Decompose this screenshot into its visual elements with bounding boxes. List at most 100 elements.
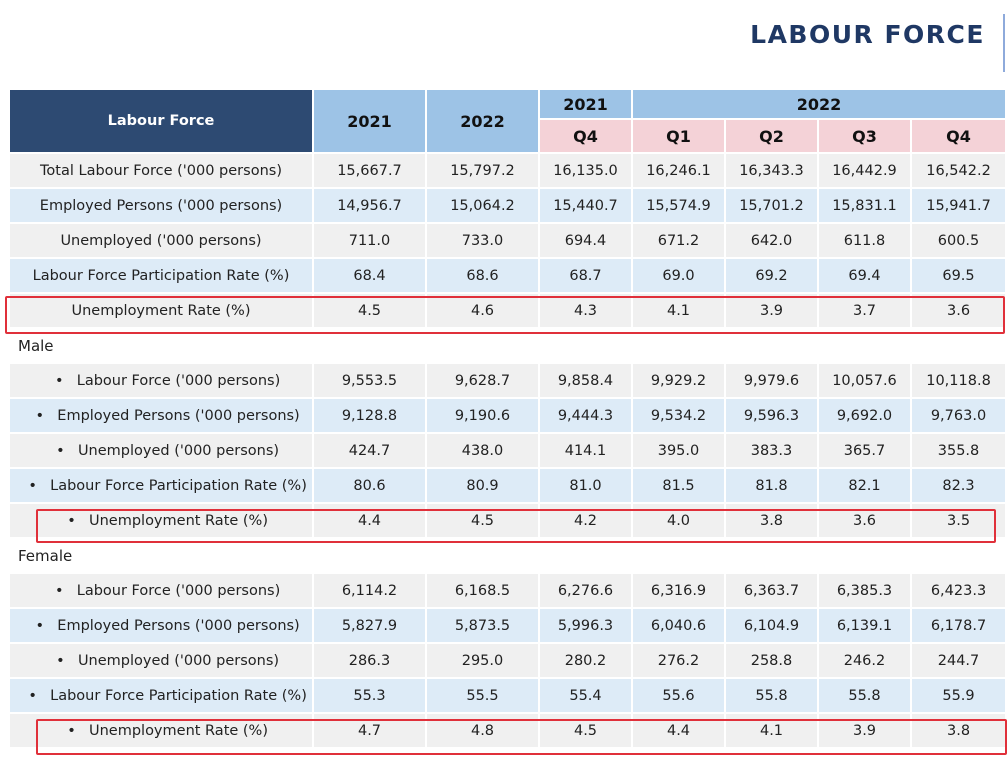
section-female: Female bbox=[7, 537, 1007, 574]
corner-header: Labour Force bbox=[8, 88, 314, 154]
bullet-icon: • bbox=[56, 442, 65, 459]
table-cell: 81.8 bbox=[724, 467, 819, 504]
table-cell: 55.8 bbox=[724, 677, 819, 714]
header-quarter: Q4 bbox=[909, 118, 1007, 154]
table-cell: 81.5 bbox=[631, 467, 726, 504]
table-cell: 15,440.7 bbox=[538, 187, 633, 224]
table-cell: 9,692.0 bbox=[817, 397, 912, 434]
bullet-icon: • bbox=[35, 617, 45, 634]
table-cell: 15,064.2 bbox=[425, 187, 540, 224]
row-label-text: Unemployed ('000 persons) bbox=[60, 232, 262, 249]
table-cell: 68.6 bbox=[425, 257, 540, 294]
table-cell: 383.3 bbox=[724, 432, 819, 469]
table-cell: 4.5 bbox=[538, 712, 633, 749]
header-quarter: Q4 bbox=[538, 118, 633, 154]
table-cell: 4.3 bbox=[538, 292, 633, 329]
table-cell: 55.6 bbox=[631, 677, 726, 714]
table-row: • Unemployed ('000 persons) 286.3 295.0 280.… bbox=[8, 642, 1007, 679]
table-cell: 295.0 bbox=[425, 642, 540, 679]
bullet-icon: • bbox=[67, 722, 76, 739]
table-cell: 6,114.2 bbox=[312, 572, 427, 609]
table-cell: 365.7 bbox=[817, 432, 912, 469]
table-cell: 9,858.4 bbox=[538, 362, 633, 399]
header-quarter-year-2022: 2022 bbox=[630, 88, 1007, 120]
table-cell: 355.8 bbox=[909, 432, 1007, 469]
table-cell: 5,873.5 bbox=[425, 607, 540, 644]
section-male: Male bbox=[7, 327, 1007, 364]
table-cell: 15,941.7 bbox=[909, 187, 1007, 224]
table-cell: 9,763.0 bbox=[909, 397, 1007, 434]
table-row: • Unemployment Rate (%) 4.7 4.8 4.5 4.4 4.1 3.9… bbox=[8, 712, 1007, 749]
table-cell: 9,444.3 bbox=[538, 397, 633, 434]
table-cell: 4.2 bbox=[538, 502, 633, 539]
table-cell: 10,057.6 bbox=[817, 362, 912, 399]
table-cell: 246.2 bbox=[817, 642, 912, 679]
row-label: • Labour Force Participation Rate (%) bbox=[8, 467, 314, 504]
header-quarter-year-2021: 2021 bbox=[538, 88, 633, 120]
table-cell: 6,423.3 bbox=[909, 572, 1007, 609]
row-label: • Unemployment Rate (%) bbox=[8, 502, 314, 539]
table-cell: 4.7 bbox=[312, 712, 427, 749]
table-cell: 69.2 bbox=[724, 257, 819, 294]
table-cell: 9,190.6 bbox=[425, 397, 540, 434]
row-label-text: Unemployment Rate (%) bbox=[88, 722, 268, 739]
table-cell: 16,542.2 bbox=[909, 152, 1007, 189]
row-label: Unemployment Rate (%) bbox=[8, 292, 314, 329]
table-cell: 438.0 bbox=[425, 432, 540, 469]
row-label: • Employed Persons ('000 persons) bbox=[8, 607, 314, 644]
row-label-text: Labour Force ('000 persons) bbox=[76, 582, 281, 599]
row-label: • Unemployment Rate (%) bbox=[8, 712, 314, 749]
row-label-text: Employed Persons ('000 persons) bbox=[39, 197, 283, 214]
table-cell: 9,553.5 bbox=[312, 362, 427, 399]
table-cell: 276.2 bbox=[631, 642, 726, 679]
table-cell: 68.4 bbox=[312, 257, 427, 294]
row-label: • Employed Persons ('000 persons) bbox=[8, 397, 314, 434]
table-cell: 68.7 bbox=[538, 257, 633, 294]
table-cell: 9,979.6 bbox=[724, 362, 819, 399]
table-row: • Employed Persons ('000 persons) 5,827.9 5… bbox=[8, 607, 1007, 644]
row-label-text: Labour Force Participation Rate (%) bbox=[50, 477, 307, 494]
table-cell: 69.5 bbox=[909, 257, 1007, 294]
section-male-label: Male bbox=[7, 327, 1007, 364]
bullet-icon: • bbox=[54, 582, 64, 599]
table-cell: 15,831.1 bbox=[817, 187, 912, 224]
table-cell: 69.0 bbox=[631, 257, 726, 294]
table-cell: 55.5 bbox=[425, 677, 540, 714]
table-cell: 395.0 bbox=[631, 432, 726, 469]
table-cell: 642.0 bbox=[724, 222, 819, 259]
table-cell: 3.7 bbox=[817, 292, 912, 329]
table-cell: 6,385.3 bbox=[817, 572, 912, 609]
table-cell: 3.8 bbox=[909, 712, 1007, 749]
section-female-label: Female bbox=[7, 537, 1007, 574]
row-label-text: Unemployed ('000 persons) bbox=[77, 442, 280, 459]
table-cell: 280.2 bbox=[538, 642, 633, 679]
table-cell: 55.8 bbox=[817, 677, 912, 714]
row-label: • Labour Force Participation Rate (%) bbox=[8, 677, 314, 714]
table-cell: 9,596.3 bbox=[724, 397, 819, 434]
table-row: Labour Force Participation Rate (%) 68.4 6… bbox=[8, 257, 1007, 294]
table-cell: 6,316.9 bbox=[631, 572, 726, 609]
table-cell: 6,178.7 bbox=[909, 607, 1007, 644]
table-row: • Labour Force ('000 persons) 9,553.5 9,628… bbox=[8, 362, 1007, 399]
bullet-icon: • bbox=[28, 687, 37, 704]
table-cell: 3.5 bbox=[909, 502, 1007, 539]
bullet-icon: • bbox=[28, 477, 37, 494]
table-cell: 611.8 bbox=[817, 222, 912, 259]
row-label-text: Unemployment Rate (%) bbox=[71, 302, 251, 319]
table-cell: 9,128.8 bbox=[312, 397, 427, 434]
table-cell: 733.0 bbox=[425, 222, 540, 259]
row-label-text: Labour Force Participation Rate (%) bbox=[50, 687, 307, 704]
row-label: Total Labour Force ('000 persons) bbox=[8, 152, 314, 189]
table-cell: 82.1 bbox=[817, 467, 912, 504]
table-cell: 9,929.2 bbox=[631, 362, 726, 399]
table-cell: 82.3 bbox=[909, 467, 1007, 504]
table-row: Unemployed ('000 persons) 711.0 733.0 694.4… bbox=[8, 222, 1007, 259]
row-label-text: Employed Persons ('000 persons) bbox=[57, 617, 300, 634]
row-label: • Unemployed ('000 persons) bbox=[8, 432, 314, 469]
table-cell: 244.7 bbox=[909, 642, 1007, 679]
table-cell: 4.6 bbox=[425, 292, 540, 329]
row-label-text: Labour Force Participation Rate (%) bbox=[32, 267, 290, 284]
table-cell: 286.3 bbox=[312, 642, 427, 679]
table-cell: 55.4 bbox=[538, 677, 633, 714]
table-cell: 414.1 bbox=[538, 432, 633, 469]
